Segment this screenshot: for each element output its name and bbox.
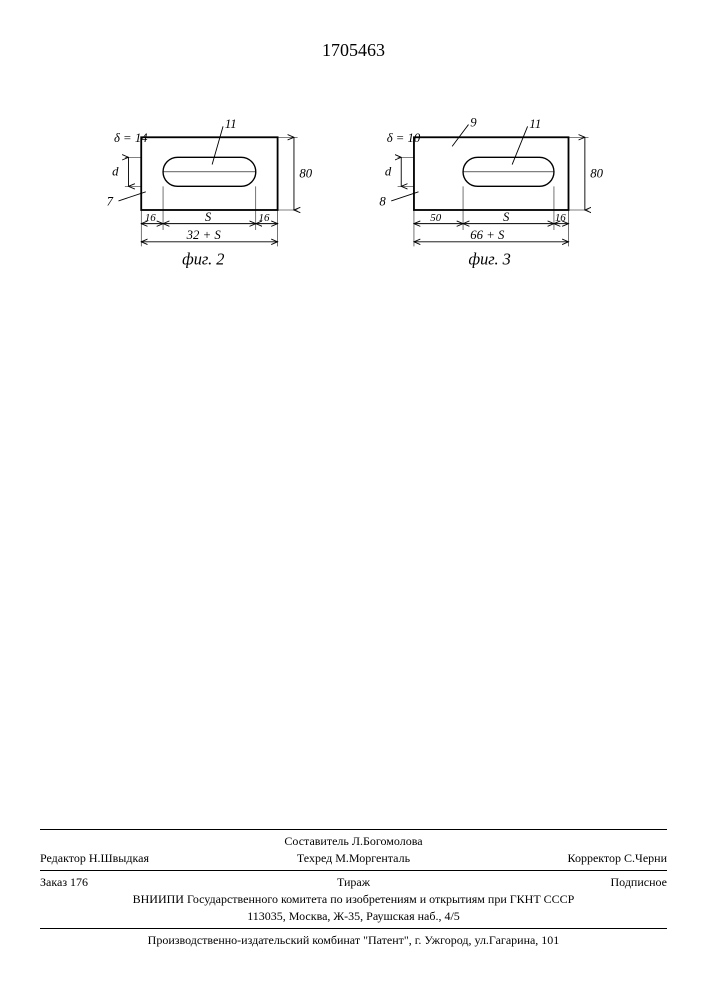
fig3-ref9: 9 [470, 115, 477, 129]
footer-corrector: Корректор С.Черни [458, 851, 667, 866]
fig3-d: d [385, 164, 392, 178]
footer: Составитель Л.Богомолова Редактор Н.Швыд… [40, 825, 667, 950]
figures-svg: δ = 14 11 7 d 80 16 S 16 32 + S фиг. 2 [0, 110, 707, 310]
fig2-dim-left: 16 [145, 212, 156, 224]
page-number: 1705463 [0, 40, 707, 61]
fig2-dim-right: 16 [259, 212, 270, 224]
fig3-dim-right: 16 [555, 212, 566, 224]
fig3-delta: δ = 10 [387, 131, 421, 145]
footer-org2: Производственно-издательский комбинат "П… [40, 933, 667, 948]
footer-order: Заказ 176 [40, 875, 249, 890]
fig2-dim-total: 32 + S [186, 228, 222, 242]
fig3-ref8: 8 [379, 194, 386, 208]
fig2-ref11: 11 [225, 117, 237, 131]
fig2-delta: δ = 14 [114, 131, 148, 145]
footer-compiler: Составитель Л.Богомолова [40, 834, 667, 849]
fig2-d: d [112, 164, 119, 178]
fig2-ref7: 7 [107, 194, 114, 208]
footer-run: Тираж [249, 875, 458, 890]
fig3-dim-mid: S [503, 210, 510, 224]
fig3-dim-total: 66 + S [470, 228, 505, 242]
footer-techred: Техред М.Моргенталь [249, 851, 458, 866]
fig3-caption: фиг. 3 [469, 250, 511, 269]
fig2-h: 80 [299, 166, 312, 180]
fig3-ref11: 11 [529, 117, 541, 131]
fig2: δ = 14 11 7 d 80 16 S 16 32 + S фиг. 2 [107, 117, 313, 268]
fig2-dim-mid: S [205, 210, 212, 224]
fig2-caption: фиг. 2 [182, 250, 224, 269]
footer-addr1: 113035, Москва, Ж-35, Раушская наб., 4/5 [40, 909, 667, 924]
footer-sub: Подписное [458, 875, 667, 890]
fig3-dim-left: 50 [430, 212, 441, 224]
footer-editor: Редактор Н.Швыдкая [40, 851, 249, 866]
fig3: δ = 10 9 11 8 d 80 50 S 16 66 + S [379, 115, 603, 268]
fig3-h: 80 [590, 166, 603, 180]
footer-org1: ВНИИПИ Государственного комитета по изоб… [40, 892, 667, 907]
